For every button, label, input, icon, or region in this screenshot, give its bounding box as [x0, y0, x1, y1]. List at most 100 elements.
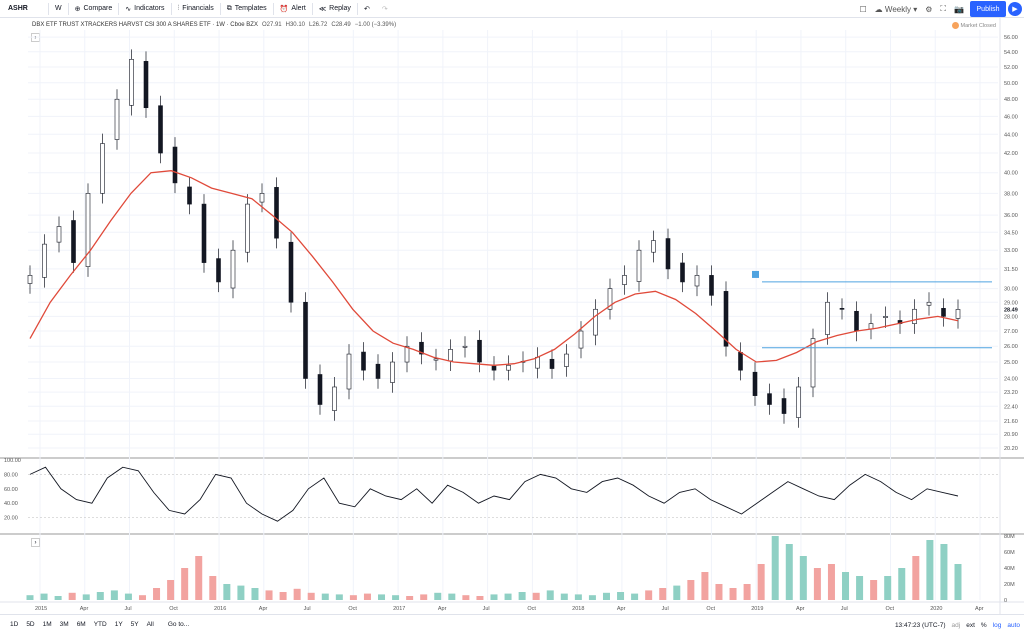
toolbar-divider [170, 2, 172, 15]
log-toggle[interactable]: log [992, 621, 1002, 629]
price-tick-label: 31.50 [1004, 267, 1018, 273]
undo-button[interactable]: ↶ [358, 0, 376, 18]
range-button-3m[interactable]: 3M [59, 621, 69, 628]
volume-bar [349, 595, 357, 600]
candle-body [56, 226, 62, 243]
volume-tick-label: 80M [1004, 534, 1015, 540]
redo-button[interactable]: ↷ [376, 0, 394, 18]
volume-bar [209, 576, 217, 600]
oscillator-tick-label: 40.00 [4, 501, 18, 507]
toolbar-divider [272, 2, 274, 15]
volume-bar [251, 588, 259, 600]
candle-body [477, 339, 482, 363]
volume-bar [420, 594, 428, 600]
candle-body [781, 398, 787, 414]
financials-icon: ⫶ [177, 4, 180, 12]
volume-tick-label: 40M [1004, 566, 1015, 572]
price-tick-label: 34.50 [1004, 230, 1018, 236]
volume-bar [743, 584, 751, 600]
chart-canvas[interactable]: 56.00 54.00 52.00 50.00 48.00 46.00 44.00 42.00… [0, 0, 1024, 614]
volume-bar [757, 564, 765, 600]
price-tick-label: 48.00 [1004, 97, 1018, 103]
legend-change: −1.00 (−3.39%) [354, 22, 397, 28]
indicators-button[interactable]: ∿ Indicators [119, 0, 170, 18]
volume-tick-label: 60M [1004, 550, 1015, 556]
volume-bar [631, 593, 639, 600]
volume-bar [617, 592, 625, 600]
price-tick-label: 42.00 [1004, 151, 1018, 157]
alert-button[interactable]: ⏰ Alert [274, 0, 312, 18]
settings-gear-icon[interactable]: ⚙ [925, 4, 933, 14]
candle-body [85, 193, 91, 267]
checkbox-icon[interactable]: ☐ [859, 4, 867, 14]
volume-bar [167, 580, 175, 600]
oscillator-tick-label: 80.00 [4, 472, 18, 478]
market-status-label: Market Closed [960, 22, 996, 29]
publish-button[interactable]: Publish [970, 1, 1006, 17]
volume-bar [293, 588, 301, 600]
candle-body [491, 365, 497, 371]
play-icon[interactable]: ▶ [1008, 2, 1022, 16]
last-price-label: 28.49 [1004, 307, 1018, 313]
candle-body [172, 146, 178, 184]
replay-label: Replay [329, 5, 351, 12]
candle-body [752, 371, 758, 396]
toolbar-divider [356, 2, 358, 15]
oscillator-tick-label: 20.00 [4, 516, 18, 522]
volume-bar [490, 594, 498, 600]
symbol-search[interactable]: ASHR [0, 0, 48, 18]
replay-icon: ≪ [318, 5, 327, 13]
range-button-all[interactable]: All [146, 621, 154, 628]
expand-volume-icon[interactable]: › [31, 538, 40, 547]
interval-button[interactable]: W [49, 0, 68, 18]
moving-average-line [29, 170, 959, 366]
range-button-ytd[interactable]: YTD [93, 621, 107, 628]
volume-bar [785, 544, 793, 600]
publish-label: Publish [976, 5, 1000, 13]
range-button-5d[interactable]: 5D [26, 621, 35, 628]
ext-toggle[interactable]: ext [966, 621, 975, 629]
range-group: 1D 5D 1M 3M 6M YTD 1Y 5Y All [0, 621, 158, 628]
candle-body [259, 193, 265, 203]
price-tick-label: 30.00 [1004, 287, 1018, 293]
candle-body [433, 358, 439, 361]
volume-bar [673, 585, 681, 600]
price-tick-label: 56.00 [1004, 35, 1018, 41]
price-tick-label: 28.00 [1004, 314, 1018, 320]
price-tick-label: 20.20 [1004, 446, 1018, 452]
volume-bar [926, 540, 934, 600]
candle-body [810, 338, 816, 388]
toolbar-divider [118, 2, 120, 15]
candle-body [665, 238, 671, 270]
volume-bar [715, 584, 723, 600]
fullscreen-icon[interactable]: ⛶ [940, 4, 947, 13]
financials-button[interactable]: ⫶ Financials [172, 0, 220, 18]
range-button-6m[interactable]: 6M [76, 621, 86, 628]
range-button-1y[interactable]: 1Y [114, 621, 123, 628]
layout-select[interactable]: ☁ Weekly ▾ [874, 4, 918, 14]
replay-button[interactable]: ≪ Replay [313, 0, 357, 18]
volume-bar [940, 544, 948, 600]
price-tick-label: 25.00 [1004, 360, 1018, 366]
range-button-1d[interactable]: 1D [10, 621, 19, 628]
candle-body [158, 105, 163, 154]
auto-toggle[interactable]: auto [1007, 621, 1020, 629]
volume-bar [518, 592, 526, 600]
candle-body [839, 308, 845, 310]
camera-icon[interactable]: 📷 [954, 4, 964, 14]
range-button-1m[interactable]: 1M [42, 621, 52, 628]
legend-high: H30.10 [285, 22, 305, 28]
price-tick-label: 50.00 [1004, 81, 1018, 87]
adj-toggle[interactable]: adj [951, 621, 961, 629]
range-button-5y[interactable]: 5Y [130, 621, 139, 628]
top-toolbar: ASHR W ⊕ Compare ∿ Indicators ⫶ Financials … [0, 0, 1024, 18]
volume-tick-label: 0 [1004, 598, 1007, 604]
compare-button[interactable]: ⊕ Compare [69, 0, 119, 18]
time-tick-label: Apr [438, 606, 447, 612]
time-tick-label: 2015 [35, 606, 47, 612]
candle-body [883, 316, 888, 318]
undo-icon: ↶ [363, 5, 370, 13]
goto-button[interactable]: Go to... [167, 621, 190, 628]
templates-button[interactable]: ⧉ Templates [221, 0, 273, 18]
percent-toggle[interactable]: % [980, 621, 987, 629]
